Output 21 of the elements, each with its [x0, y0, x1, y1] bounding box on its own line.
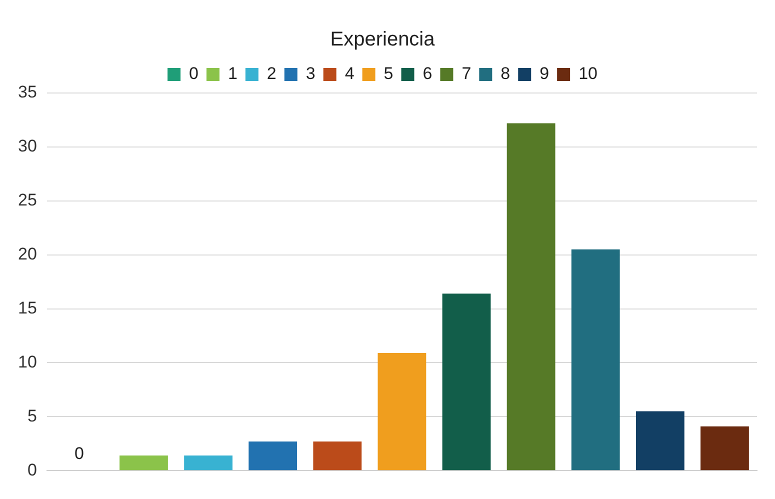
- legend-label: 2: [266, 64, 276, 84]
- y-tick-label: 5: [27, 406, 37, 426]
- y-tick-label: 20: [18, 244, 37, 264]
- legend-label: 3: [306, 64, 316, 84]
- y-tick-label: 25: [18, 190, 37, 210]
- legend-label: 9: [540, 64, 550, 84]
- y-tick-label: 15: [18, 298, 37, 318]
- legend-label: 4: [344, 64, 354, 84]
- y-tick-label: 0: [27, 460, 37, 480]
- data-label: 0: [74, 444, 84, 463]
- chart-title: Experiencia: [330, 28, 436, 51]
- legend-label: 0: [189, 64, 198, 84]
- legend-label: 7: [462, 64, 472, 84]
- legend-label: 1: [228, 64, 238, 84]
- legend-label: 10: [578, 64, 598, 84]
- legend-label: 8: [500, 64, 510, 84]
- legend-label: 5: [384, 64, 394, 84]
- y-tick-label: 35: [18, 82, 37, 102]
- y-tick-label: 10: [18, 352, 37, 372]
- legend-label: 6: [422, 64, 432, 84]
- y-tick-label: 30: [18, 136, 37, 156]
